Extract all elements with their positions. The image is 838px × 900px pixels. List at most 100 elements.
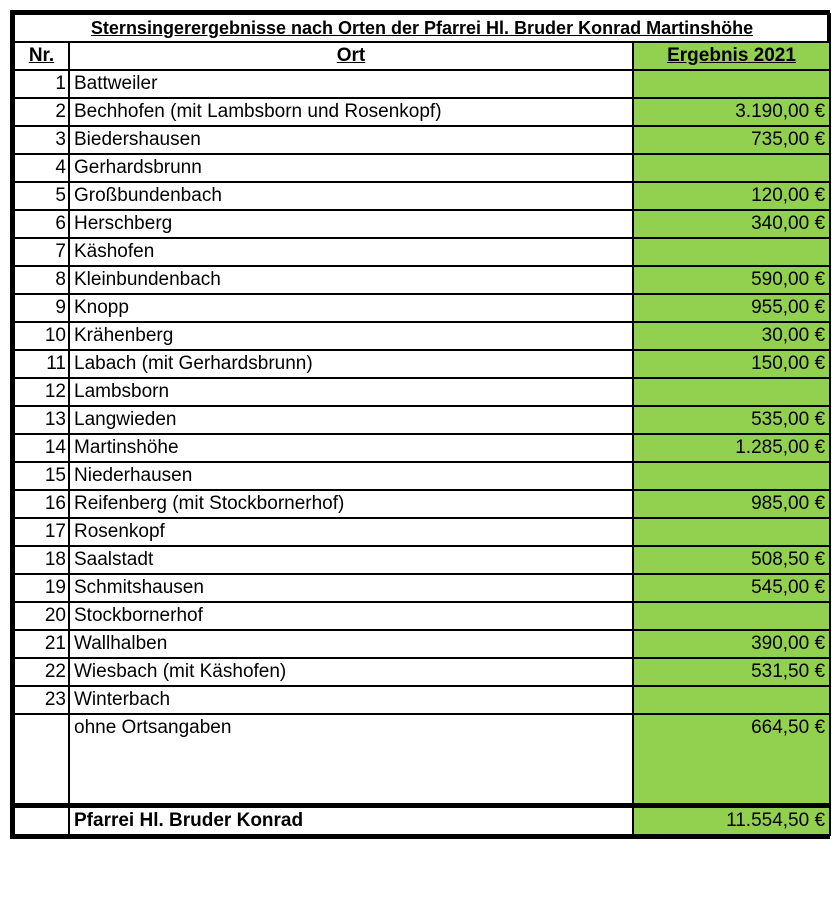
row-nr: 14 bbox=[13, 433, 70, 463]
data-row: 18 Saalstadt 508,50 € bbox=[13, 545, 832, 575]
data-row: 7 Käshofen bbox=[13, 237, 832, 267]
row-ort: Krähenberg bbox=[68, 321, 634, 351]
data-row: 2 Bechhofen (mit Lambsborn und Rosenkopf)… bbox=[13, 97, 832, 127]
row-ergebnis bbox=[631, 69, 832, 99]
row-nr: 13 bbox=[13, 405, 70, 435]
row-nr: 2 bbox=[13, 97, 70, 127]
row-ergebnis: 30,00 € bbox=[631, 321, 832, 351]
row-nr: 18 bbox=[13, 545, 70, 575]
row-ergebnis: 3.190,00 € bbox=[631, 97, 832, 127]
row-nr: 7 bbox=[13, 237, 70, 267]
row-ort: Niederhausen bbox=[68, 461, 634, 491]
row-ort: Wallhalben bbox=[68, 629, 634, 659]
data-row: 13 Langwieden 535,00 € bbox=[13, 405, 832, 435]
row-ort: Rosenkopf bbox=[68, 517, 634, 547]
row-ergebnis bbox=[631, 153, 832, 183]
data-row: 12 Lambsborn bbox=[13, 377, 832, 407]
data-row: 3 Biedershausen 735,00 € bbox=[13, 125, 832, 155]
total-row: Pfarrei Hl. Bruder Konrad 11.554,50 € bbox=[13, 803, 832, 836]
data-row: 5 Großbundenbach 120,00 € bbox=[13, 181, 832, 211]
row-nr: 1 bbox=[13, 69, 70, 99]
row-ergebnis bbox=[631, 517, 832, 547]
row-ergebnis bbox=[631, 461, 832, 491]
row-nr: 15 bbox=[13, 461, 70, 491]
data-row: 1 Battweiler bbox=[13, 69, 832, 99]
row-ort: Battweiler bbox=[68, 69, 634, 99]
row-ort: Knopp bbox=[68, 293, 634, 323]
header-row: Nr. Ort Ergebnis 2021 bbox=[13, 41, 832, 71]
row-ort: Gerhardsbrunn bbox=[68, 153, 634, 183]
table-frame: Sternsingerergebnisse nach Orten der Pfa… bbox=[10, 10, 832, 839]
row-nr: 9 bbox=[13, 293, 70, 323]
row-nr: 23 bbox=[13, 685, 70, 715]
row-ort: Winterbach bbox=[68, 685, 634, 715]
no-location-ort: ohne Ortsangaben bbox=[68, 713, 634, 807]
row-ort: Bechhofen (mit Lambsborn und Rosenkopf) bbox=[68, 97, 634, 127]
row-ergebnis: 535,00 € bbox=[631, 405, 832, 435]
total-ergebnis: 11.554,50 € bbox=[631, 803, 832, 836]
row-ort: Biedershausen bbox=[68, 125, 634, 155]
table-title: Sternsingerergebnisse nach Orten der Pfa… bbox=[12, 13, 832, 43]
row-ort: Großbundenbach bbox=[68, 181, 634, 211]
row-ort: Lambsborn bbox=[68, 377, 634, 407]
row-ergebnis: 735,00 € bbox=[631, 125, 832, 155]
row-nr: 22 bbox=[13, 657, 70, 687]
title-row: Sternsingerergebnisse nach Orten der Pfa… bbox=[12, 13, 832, 43]
row-nr: 20 bbox=[13, 601, 70, 631]
data-row: 15 Niederhausen bbox=[13, 461, 832, 491]
data-row: 10 Krähenberg 30,00 € bbox=[13, 321, 832, 351]
data-row: 4 Gerhardsbrunn bbox=[13, 153, 832, 183]
data-row: 22 Wiesbach (mit Käshofen) 531,50 € bbox=[13, 657, 832, 687]
row-ort: Martinshöhe bbox=[68, 433, 634, 463]
row-ort: Reifenberg (mit Stockbornerhof) bbox=[68, 489, 634, 519]
row-nr: 5 bbox=[13, 181, 70, 211]
row-ergebnis: 120,00 € bbox=[631, 181, 832, 211]
data-row: 21 Wallhalben 390,00 € bbox=[13, 629, 832, 659]
no-location-row: ohne Ortsangaben 664,50 € bbox=[13, 713, 832, 807]
row-ergebnis: 590,00 € bbox=[631, 265, 832, 295]
row-nr: 16 bbox=[13, 489, 70, 519]
empty-cell bbox=[13, 803, 70, 836]
row-nr: 21 bbox=[13, 629, 70, 659]
row-nr: 12 bbox=[13, 377, 70, 407]
row-ort: Kleinbundenbach bbox=[68, 265, 634, 295]
total-ort: Pfarrei Hl. Bruder Konrad bbox=[68, 803, 634, 836]
row-ort: Käshofen bbox=[68, 237, 634, 267]
row-ergebnis bbox=[631, 685, 832, 715]
empty-cell bbox=[13, 713, 70, 807]
data-row: 14 Martinshöhe 1.285,00 € bbox=[13, 433, 832, 463]
data-row: 23 Winterbach bbox=[13, 685, 832, 715]
no-location-ergebnis: 664,50 € bbox=[631, 713, 832, 807]
row-ort: Saalstadt bbox=[68, 545, 634, 575]
data-row: 20 Stockbornerhof bbox=[13, 601, 832, 631]
row-ergebnis: 340,00 € bbox=[631, 209, 832, 239]
row-ergebnis: 390,00 € bbox=[631, 629, 832, 659]
header-ort: Ort bbox=[68, 41, 634, 71]
row-ergebnis bbox=[631, 377, 832, 407]
row-nr: 17 bbox=[13, 517, 70, 547]
row-ort: Herschberg bbox=[68, 209, 634, 239]
row-ergebnis: 531,50 € bbox=[631, 657, 832, 687]
row-nr: 6 bbox=[13, 209, 70, 239]
data-row: 19 Schmitshausen 545,00 € bbox=[13, 573, 832, 603]
row-ort: Labach (mit Gerhardsbrunn) bbox=[68, 349, 634, 379]
data-row: 11 Labach (mit Gerhardsbrunn) 150,00 € bbox=[13, 349, 832, 379]
header-ergebnis: Ergebnis 2021 bbox=[631, 41, 832, 71]
row-ergebnis: 985,00 € bbox=[631, 489, 832, 519]
row-nr: 11 bbox=[13, 349, 70, 379]
row-ergebnis: 508,50 € bbox=[631, 545, 832, 575]
row-nr: 8 bbox=[13, 265, 70, 295]
row-ort: Langwieden bbox=[68, 405, 634, 435]
row-ergebnis: 545,00 € bbox=[631, 573, 832, 603]
row-ergebnis bbox=[631, 237, 832, 267]
results-table: Sternsingerergebnisse nach Orten der Pfa… bbox=[12, 13, 832, 836]
row-ergebnis: 955,00 € bbox=[631, 293, 832, 323]
row-nr: 10 bbox=[13, 321, 70, 351]
row-ort: Schmitshausen bbox=[68, 573, 634, 603]
row-ort: Wiesbach (mit Käshofen) bbox=[68, 657, 634, 687]
row-nr: 19 bbox=[13, 573, 70, 603]
header-nr: Nr. bbox=[13, 41, 70, 71]
row-ergebnis: 150,00 € bbox=[631, 349, 832, 379]
data-row: 16 Reifenberg (mit Stockbornerhof) 985,00 … bbox=[13, 489, 832, 519]
